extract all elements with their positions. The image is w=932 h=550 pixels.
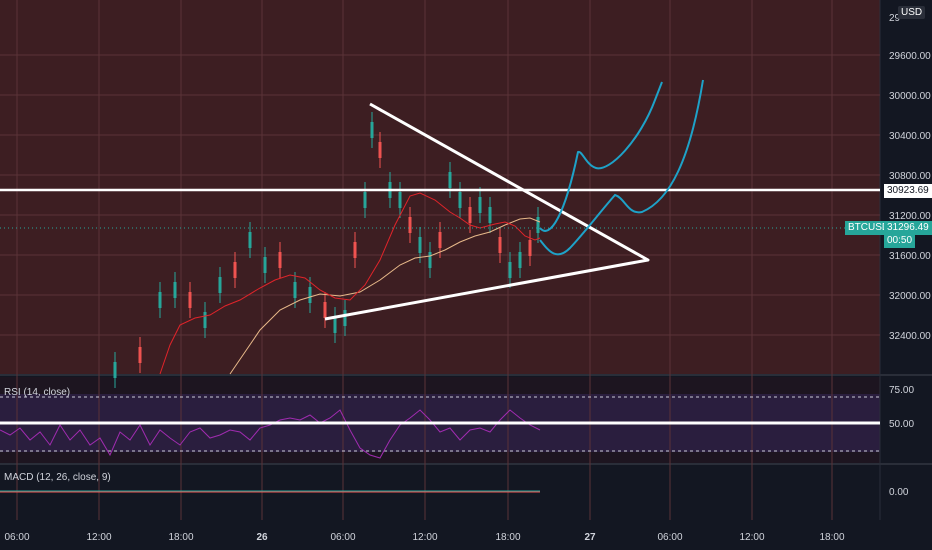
price-tick-label: 32000.00 — [889, 291, 931, 302]
candle-body — [293, 282, 297, 298]
price-tick-label: 30800.00 — [889, 171, 931, 182]
candle-body — [498, 237, 502, 253]
ticker-badge: BTCUSD — [845, 221, 893, 235]
candle-body — [203, 312, 207, 328]
slow-moving-average-line — [229, 217, 541, 375]
candle-body — [343, 310, 347, 326]
price-pane-background — [0, 0, 880, 374]
time-tick-label: 18:00 — [495, 532, 520, 543]
candle-body — [428, 252, 432, 268]
price-tick-label: 30000.00 — [889, 91, 931, 102]
projection-path-lower[interactable] — [539, 79, 704, 256]
price-tick-label: 29600.00 — [889, 51, 931, 62]
candle-body — [263, 257, 267, 273]
price-axis[interactable] — [880, 0, 932, 550]
candle-body — [518, 252, 522, 268]
time-tick-label: 06:00 — [4, 532, 29, 543]
candle-body — [113, 362, 117, 378]
candle-body — [173, 282, 177, 298]
candle-body — [408, 217, 412, 233]
candle-body — [468, 207, 472, 223]
rsi-level-50: 50.00 — [889, 419, 914, 430]
candle-body — [308, 287, 312, 303]
candle-body — [488, 207, 492, 223]
time-tick-label: 12:00 — [739, 532, 764, 543]
time-axis[interactable] — [0, 520, 880, 550]
candle-body — [438, 232, 442, 248]
macd-pane-background — [0, 466, 880, 520]
candlesticks — [113, 112, 540, 388]
price-tick-top-partial: 29 — [889, 13, 901, 24]
price-tick-label: 31600.00 — [889, 251, 931, 262]
candle-body — [323, 302, 327, 318]
price-tick-label: 32400.00 — [889, 331, 931, 342]
time-tick-label: 06:00 — [657, 532, 682, 543]
candle-body — [378, 142, 382, 158]
price-tick-label: 31200.00 — [889, 211, 931, 222]
macd-level-zero: 0.00 — [889, 487, 909, 498]
currency-label[interactable]: USD — [898, 6, 926, 19]
candle-body — [233, 262, 237, 278]
macd-title[interactable]: MACD (12, 26, close, 9) — [4, 472, 111, 483]
triangle-drawing[interactable] — [324, 102, 650, 321]
candle-body — [333, 317, 337, 333]
candle-body — [138, 347, 142, 363]
time-tick-label: 18:00 — [819, 532, 844, 543]
horizontal-line-price-badge: 30923.69 — [884, 184, 932, 198]
candle-body — [536, 217, 540, 233]
rsi-level-75: 75.00 — [889, 385, 914, 396]
candle-body — [158, 292, 162, 308]
candle-body — [248, 232, 252, 248]
time-tick-label: 06:00 — [330, 532, 355, 543]
time-tick-label: 18:00 — [168, 532, 193, 543]
candle-body — [448, 172, 452, 188]
fast-moving-average-line — [159, 192, 541, 375]
candle-body — [218, 277, 222, 293]
last-price-badge: 31296.49 — [884, 221, 932, 235]
candle-body — [353, 242, 357, 258]
price-tick-label: 30400.00 — [889, 131, 931, 142]
bar-countdown-badge: 00:50 — [884, 234, 916, 248]
time-tick-label: 12:00 — [412, 532, 437, 543]
axis-labels: 29600.00 30000.00 30400.00 30800.00 31200.00… — [4, 51, 931, 543]
candle-body — [508, 262, 512, 278]
candle-body — [478, 197, 482, 213]
candle-body — [370, 122, 374, 138]
candle-body — [363, 192, 367, 208]
rsi-line — [0, 409, 541, 459]
candle-body — [418, 237, 422, 253]
rsi-title[interactable]: RSI (14, close) — [4, 387, 70, 398]
candle-body — [458, 192, 462, 208]
candle-body — [528, 240, 532, 256]
candle-body — [398, 192, 402, 208]
time-tick-label: 26 — [256, 532, 268, 543]
candle-body — [278, 252, 282, 268]
projection-path-upper[interactable] — [539, 81, 663, 232]
candle-body — [188, 292, 192, 308]
time-tick-label: 12:00 — [86, 532, 111, 543]
time-tick-label: 27 — [584, 532, 596, 543]
